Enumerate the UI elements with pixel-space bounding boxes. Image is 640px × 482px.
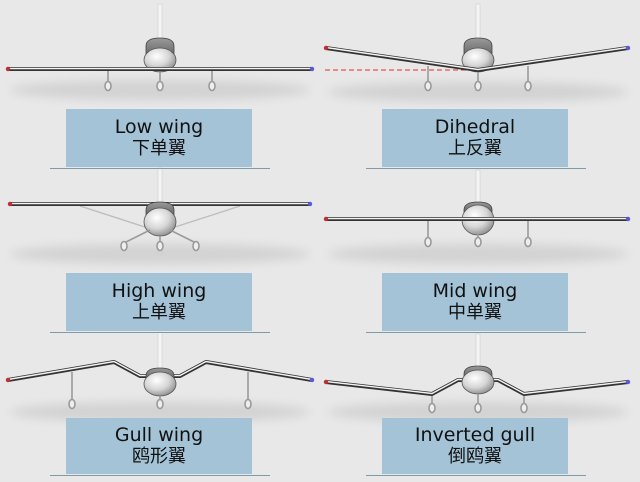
label-zh: 下单翼 [132,137,186,159]
label-en: Dihedral [434,116,516,139]
label-mid-wing: Mid wing 中单翼 [382,273,568,331]
baseline-divider [50,168,270,169]
label-zh: 鸥形翼 [132,445,186,467]
panel-inverted-gull-airplane [323,333,631,422]
label-en: Gull wing [114,424,204,447]
baseline-divider [366,475,586,476]
label-en: Low wing [114,116,204,139]
panel-mid-wing-airplane [323,169,631,264]
label-en: Mid wing [432,280,518,303]
panel-dihedral-airplane [323,3,631,102]
label-en: Inverted gull [414,424,536,447]
label-zh: 上单翼 [132,301,186,323]
label-high-wing: High wing 上单翼 [66,273,252,331]
baseline-divider [50,332,270,333]
label-zh: 上反翼 [448,137,502,159]
label-low-wing: Low wing 下单翼 [66,109,252,167]
baseline-divider [50,475,270,476]
baseline-divider [366,332,586,333]
panel-low-wing-airplane [5,3,315,100]
label-gull-wing: Gull wing 鸥形翼 [66,418,252,474]
baseline-divider [366,168,586,169]
label-en: High wing [111,280,207,303]
label-zh: 中单翼 [448,301,502,323]
label-dihedral: Dihedral 上反翼 [382,109,568,167]
panel-high-wing-airplane [7,167,313,264]
label-zh: 倒鸥翼 [448,445,502,467]
label-inverted-gull: Inverted gull 倒鸥翼 [382,418,568,474]
panel-gull-wing-airplane [5,331,315,422]
